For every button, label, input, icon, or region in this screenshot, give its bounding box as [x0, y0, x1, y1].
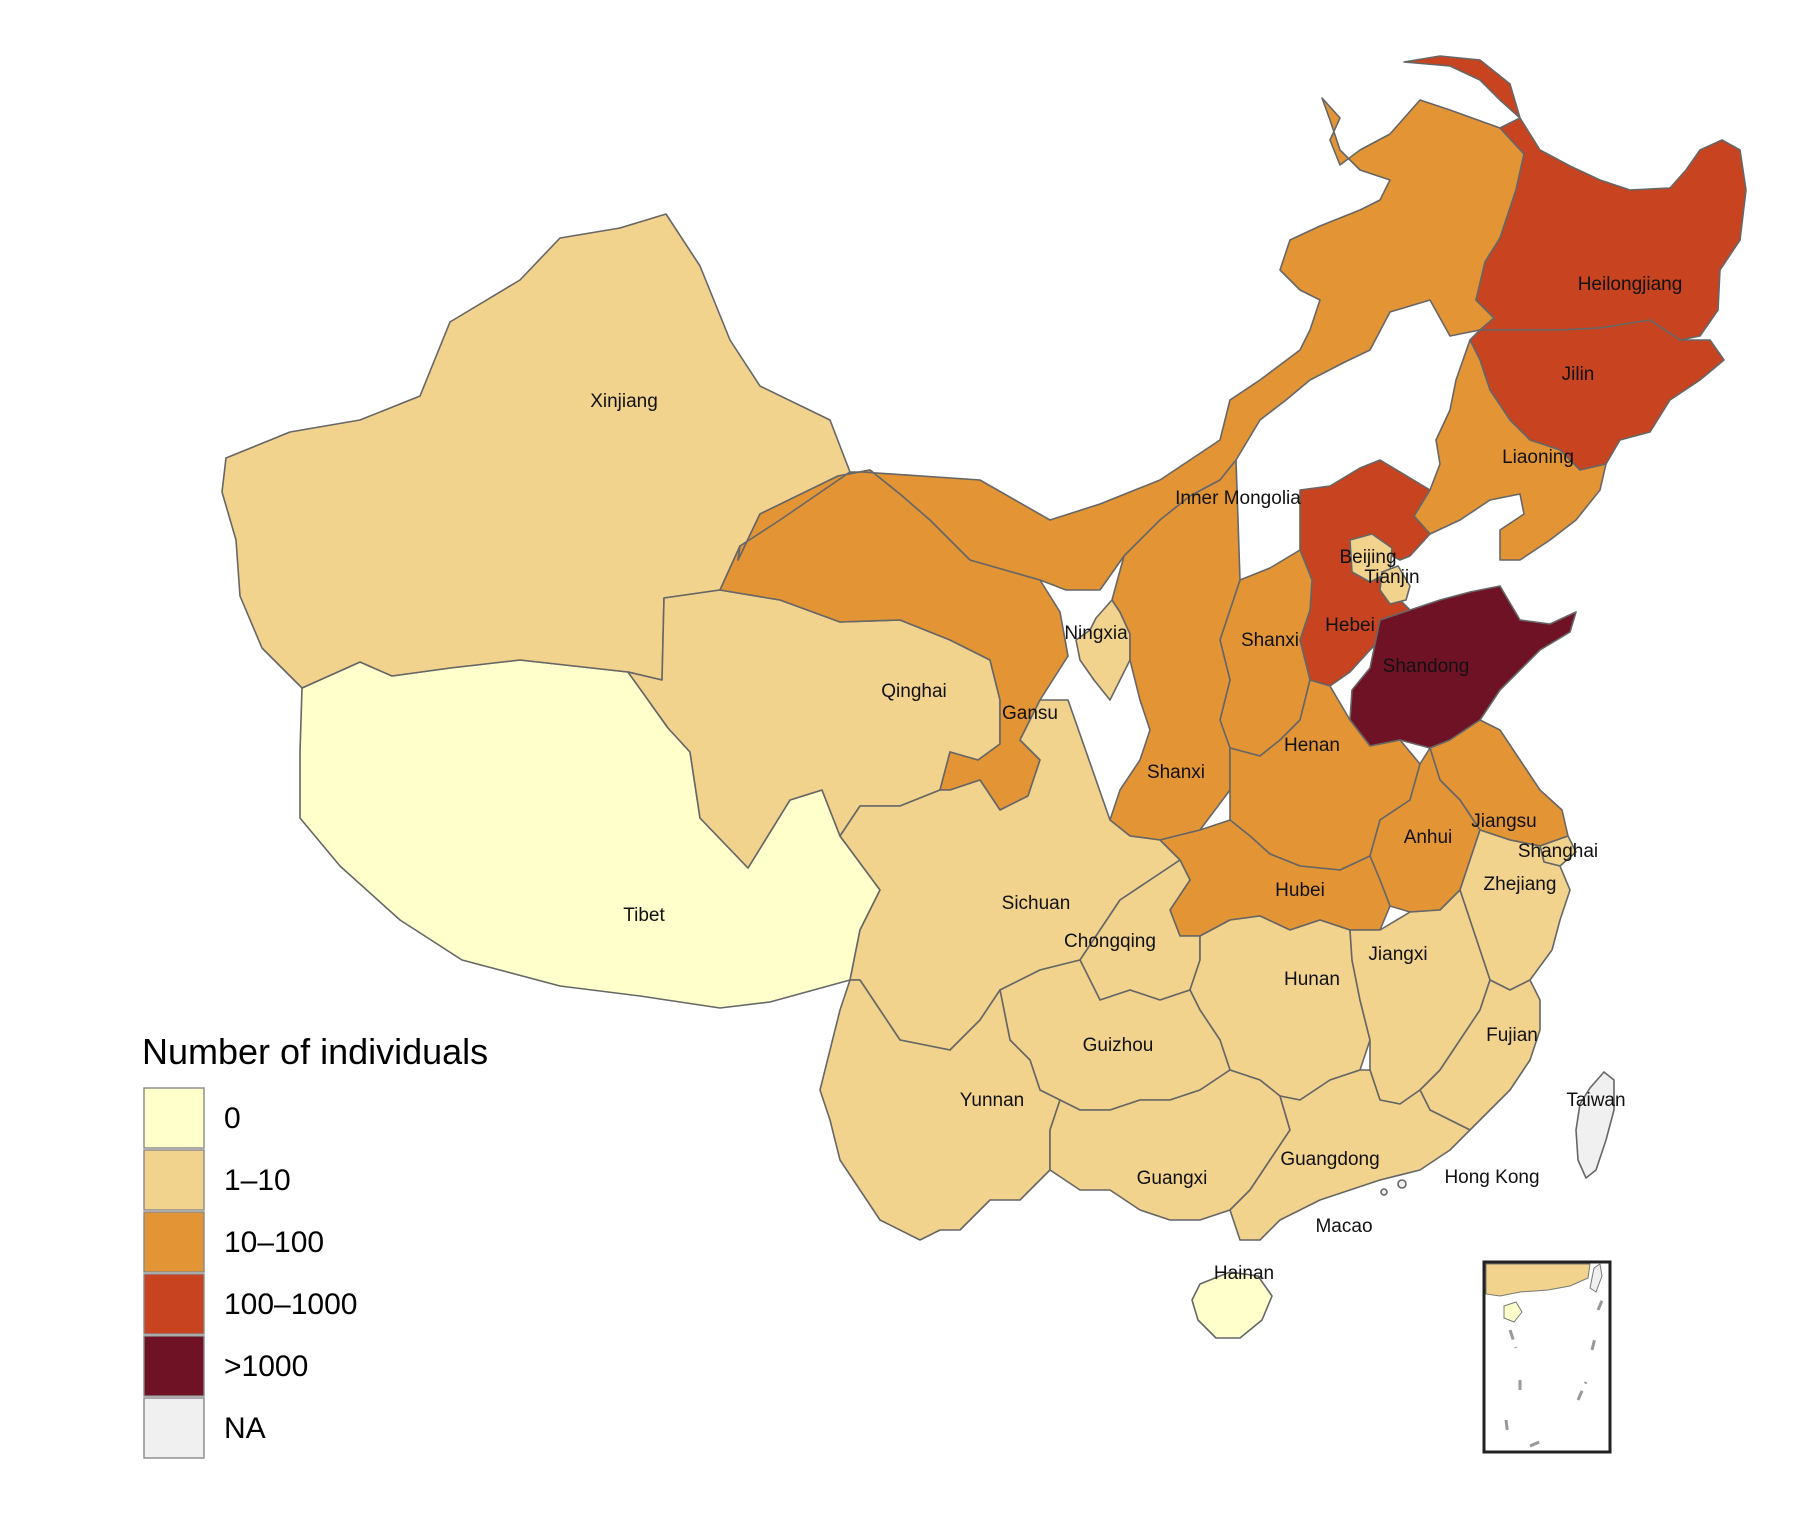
label-xinjiang: Xinjiang — [590, 391, 658, 412]
legend-swatch-2 — [143, 1211, 205, 1273]
label-sichuan: Sichuan — [1002, 893, 1071, 914]
label-jiangsu: Jiangsu — [1471, 811, 1537, 832]
legend-swatch-5 — [143, 1397, 205, 1459]
label-shandong: Shandong — [1383, 656, 1470, 677]
label-tibet: Tibet — [623, 905, 665, 926]
label-yunnan: Yunnan — [960, 1090, 1024, 1111]
label-zhejiang: Zhejiang — [1484, 874, 1557, 895]
province-yunnan — [819, 979, 1061, 1241]
province-hong-kong — [1397, 1179, 1407, 1189]
label-guangdong: Guangdong — [1280, 1149, 1379, 1170]
province-heilongjiang — [1403, 55, 1747, 341]
label-hubei: Hubei — [1275, 880, 1325, 901]
south-china-sea-inset — [1482, 1260, 1612, 1454]
label-hebei: Hebei — [1325, 615, 1375, 636]
legend-swatch-4 — [143, 1335, 205, 1397]
legend-swatch-0 — [143, 1087, 205, 1149]
label-jilin: Jilin — [1562, 364, 1595, 385]
label-heilongjiang: Heilongjiang — [1578, 274, 1683, 295]
province-guangdong — [1229, 1069, 1471, 1241]
inset-mainland-coast — [1485, 1263, 1591, 1297]
legend-title: Number of individuals — [142, 1031, 488, 1072]
label-gansu: Gansu — [1002, 703, 1058, 724]
legend-swatch-3 — [143, 1273, 205, 1335]
inset-nine-dash-line — [1504, 1295, 1606, 1448]
province-tianjin — [1379, 565, 1411, 605]
label-hunan: Hunan — [1284, 969, 1340, 990]
inset-taiwan — [1589, 1263, 1603, 1293]
inset-hainan — [1503, 1301, 1523, 1323]
legend-label-2: 10–100 — [224, 1226, 324, 1259]
label-shanghai: Shanghai — [1518, 841, 1598, 862]
label-guizhou: Guizhou — [1083, 1035, 1154, 1056]
label-inner-mongolia: Inner Mongolia — [1175, 488, 1301, 509]
province-fujian — [1419, 979, 1541, 1131]
legend-label-0: 0 — [224, 1102, 241, 1135]
label-fujian: Fujian — [1486, 1025, 1538, 1046]
legend-label-4: >1000 — [224, 1350, 308, 1383]
label-chongqing: Chongqing — [1064, 931, 1156, 952]
legend: Number of individuals 0 1–10 10–100 100–… — [142, 1031, 488, 1459]
label-henan: Henan — [1284, 735, 1340, 756]
label-shanxi-east: Shanxi — [1241, 630, 1299, 651]
label-jiangxi: Jiangxi — [1368, 944, 1427, 965]
province-macao — [1380, 1188, 1388, 1196]
label-guangxi: Guangxi — [1137, 1168, 1208, 1189]
label-hainan: Hainan — [1214, 1263, 1274, 1284]
label-hong-kong: Hong Kong — [1444, 1167, 1539, 1188]
label-macao: Macao — [1315, 1216, 1372, 1237]
legend-label-5: NA — [224, 1412, 266, 1445]
province-hainan — [1191, 1271, 1273, 1339]
label-taiwan: Taiwan — [1566, 1090, 1625, 1111]
province-liaoning — [1413, 339, 1607, 561]
legend-swatch-1 — [143, 1149, 205, 1211]
label-shanxi-west: Shanxi — [1147, 762, 1205, 783]
label-tianjin: Tianjin — [1364, 567, 1419, 588]
label-qinghai: Qinghai — [881, 681, 947, 702]
label-ningxia: Ningxia — [1064, 623, 1128, 644]
legend-label-1: 1–10 — [224, 1164, 291, 1197]
label-liaoning: Liaoning — [1502, 447, 1574, 468]
legend-label-3: 100–1000 — [224, 1288, 357, 1321]
label-beijing: Beijing — [1339, 547, 1396, 568]
label-anhui: Anhui — [1404, 827, 1453, 848]
province-taiwan — [1575, 1071, 1615, 1179]
